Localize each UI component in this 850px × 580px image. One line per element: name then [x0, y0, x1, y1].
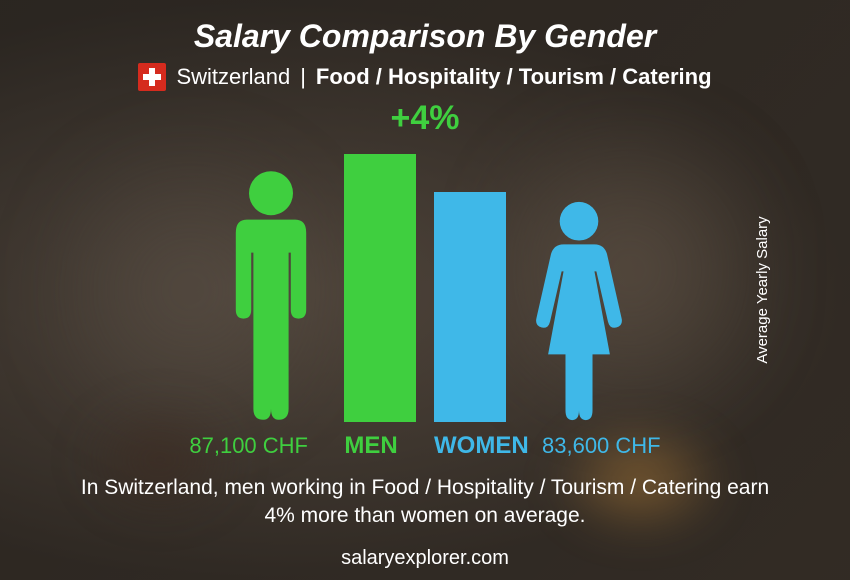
women-icon-col — [524, 200, 634, 422]
site-credit: salaryexplorer.com — [341, 547, 509, 570]
men-bar-col — [344, 154, 416, 422]
page-title: Salary Comparison By Gender — [194, 18, 656, 55]
infographic-content: Salary Comparison By Gender Switzerland … — [0, 0, 850, 580]
women-bar — [434, 192, 506, 422]
women-salary: 83,600 CHF — [542, 433, 712, 459]
subtitle-row: Switzerland | Food / Hospitality / Touri… — [138, 63, 711, 91]
men-icon-col — [216, 164, 326, 422]
sector-label: Food / Hospitality / Tourism / Catering — [316, 64, 712, 90]
country-label: Switzerland — [176, 64, 290, 90]
summary-text: In Switzerland, men working in Food / Ho… — [65, 474, 785, 531]
swiss-flag-icon — [138, 63, 166, 91]
divider: | — [300, 64, 306, 90]
women-bar-col — [434, 192, 506, 422]
women-label: WOMEN — [434, 432, 524, 460]
men-salary: 87,100 CHF — [138, 433, 308, 459]
chart-area — [216, 142, 634, 422]
men-bar — [344, 154, 416, 422]
labels-row: 87,100 CHF MEN WOMEN 83,600 CHF — [40, 432, 810, 460]
man-icon — [216, 164, 326, 422]
y-axis-label: Average Yearly Salary — [754, 216, 771, 363]
men-label: MEN — [326, 432, 416, 460]
woman-icon — [524, 200, 634, 422]
percentage-delta: +4% — [391, 99, 460, 138]
